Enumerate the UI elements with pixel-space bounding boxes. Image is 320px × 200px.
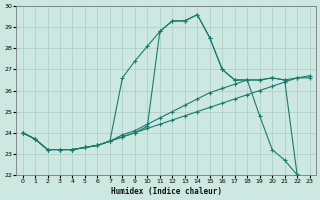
X-axis label: Humidex (Indice chaleur): Humidex (Indice chaleur): [111, 187, 221, 196]
